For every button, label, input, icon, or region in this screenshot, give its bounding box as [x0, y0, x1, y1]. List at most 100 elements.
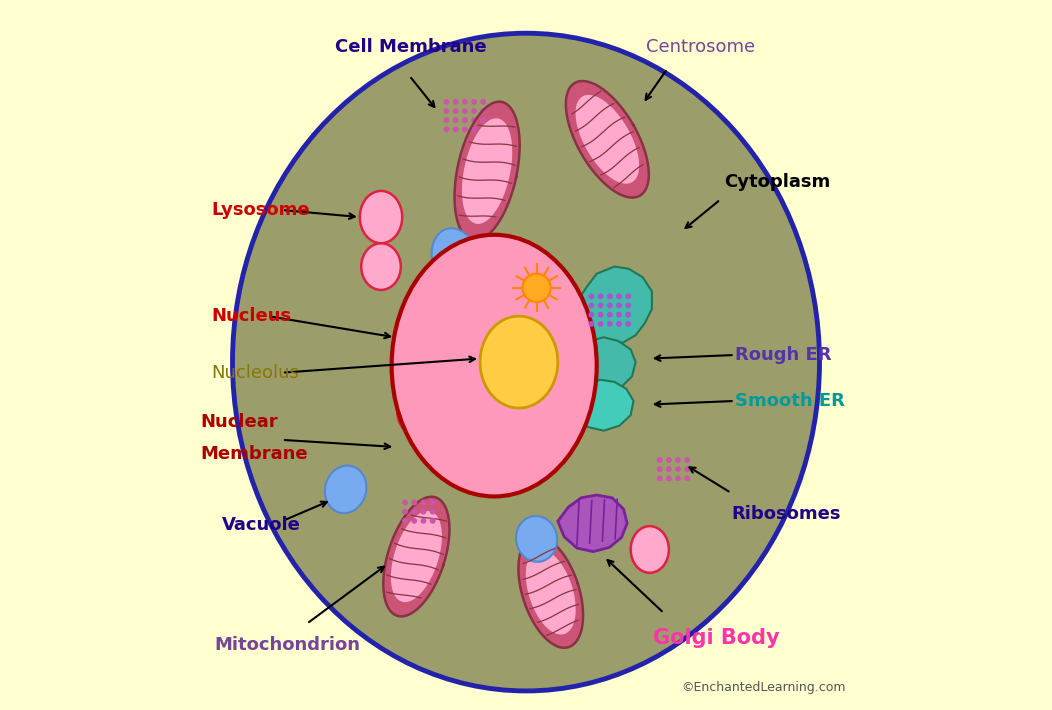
Circle shape [666, 466, 672, 472]
Circle shape [411, 508, 418, 515]
Ellipse shape [398, 388, 436, 435]
Circle shape [616, 312, 622, 317]
Circle shape [444, 126, 449, 132]
Circle shape [598, 321, 604, 327]
Circle shape [523, 273, 551, 302]
Circle shape [462, 126, 468, 132]
Text: Cell Membrane: Cell Membrane [335, 38, 487, 56]
Polygon shape [519, 536, 583, 648]
Circle shape [452, 117, 459, 123]
Polygon shape [454, 102, 520, 241]
Circle shape [616, 321, 622, 327]
Ellipse shape [360, 191, 402, 244]
Circle shape [402, 500, 408, 506]
Circle shape [656, 476, 663, 481]
Ellipse shape [325, 466, 366, 513]
Text: Mitochondrion: Mitochondrion [215, 636, 361, 654]
Circle shape [402, 508, 408, 515]
Text: Nucleolus: Nucleolus [211, 364, 299, 382]
Text: Membrane: Membrane [201, 445, 308, 463]
Circle shape [666, 457, 672, 463]
Circle shape [588, 293, 594, 299]
Circle shape [471, 117, 477, 123]
Circle shape [471, 126, 477, 132]
Circle shape [588, 302, 594, 308]
Circle shape [684, 476, 690, 481]
Circle shape [607, 321, 612, 327]
Circle shape [481, 99, 486, 105]
Circle shape [616, 293, 622, 299]
Polygon shape [391, 512, 441, 601]
Polygon shape [463, 119, 511, 223]
Circle shape [429, 500, 436, 506]
Circle shape [444, 117, 449, 123]
Polygon shape [576, 96, 639, 183]
Text: Smooth ER: Smooth ER [734, 392, 845, 410]
Circle shape [675, 466, 681, 472]
Circle shape [452, 126, 459, 132]
Circle shape [421, 518, 426, 524]
Circle shape [481, 108, 486, 114]
Text: Golgi Body: Golgi Body [653, 628, 780, 648]
Circle shape [588, 312, 594, 317]
Text: ©EnchantedLearning.com: ©EnchantedLearning.com [682, 682, 846, 694]
Circle shape [607, 302, 612, 308]
Polygon shape [526, 550, 575, 634]
Ellipse shape [443, 395, 482, 442]
Polygon shape [576, 266, 652, 344]
Text: Cytoplasm: Cytoplasm [724, 173, 830, 191]
Circle shape [675, 457, 681, 463]
Ellipse shape [480, 316, 558, 408]
Circle shape [444, 108, 449, 114]
Circle shape [429, 508, 436, 515]
Circle shape [675, 476, 681, 481]
Polygon shape [575, 337, 635, 392]
Text: Lysosome: Lysosome [211, 201, 310, 219]
Circle shape [411, 518, 418, 524]
Circle shape [598, 302, 604, 308]
Circle shape [607, 293, 612, 299]
Circle shape [607, 312, 612, 317]
Circle shape [625, 312, 631, 317]
Circle shape [444, 99, 449, 105]
Circle shape [656, 457, 663, 463]
Circle shape [481, 126, 486, 132]
Ellipse shape [431, 228, 479, 291]
Text: Nucleus: Nucleus [211, 307, 291, 325]
Polygon shape [566, 81, 649, 197]
Ellipse shape [232, 33, 820, 691]
Ellipse shape [391, 235, 596, 496]
Circle shape [598, 312, 604, 317]
Circle shape [588, 321, 594, 327]
Circle shape [452, 108, 459, 114]
Circle shape [411, 500, 418, 506]
Ellipse shape [630, 526, 669, 573]
Circle shape [421, 508, 426, 515]
Circle shape [421, 500, 426, 506]
Circle shape [625, 321, 631, 327]
Circle shape [452, 99, 459, 105]
Circle shape [462, 108, 468, 114]
Text: Nuclear: Nuclear [201, 413, 279, 431]
Polygon shape [383, 497, 449, 616]
Text: Centrosome: Centrosome [646, 38, 755, 56]
Text: Rough ER: Rough ER [734, 346, 831, 364]
Circle shape [402, 518, 408, 524]
Circle shape [684, 457, 690, 463]
Polygon shape [572, 380, 633, 431]
Ellipse shape [361, 244, 401, 290]
Circle shape [656, 466, 663, 472]
Circle shape [625, 302, 631, 308]
Circle shape [471, 99, 477, 105]
Circle shape [462, 117, 468, 123]
Circle shape [471, 108, 477, 114]
Circle shape [625, 293, 631, 299]
Circle shape [481, 117, 486, 123]
Polygon shape [558, 495, 627, 552]
Ellipse shape [517, 516, 558, 562]
Text: Vacuole: Vacuole [222, 515, 301, 534]
Circle shape [616, 302, 622, 308]
Text: Ribosomes: Ribosomes [731, 505, 841, 523]
Circle shape [598, 293, 604, 299]
Circle shape [684, 466, 690, 472]
